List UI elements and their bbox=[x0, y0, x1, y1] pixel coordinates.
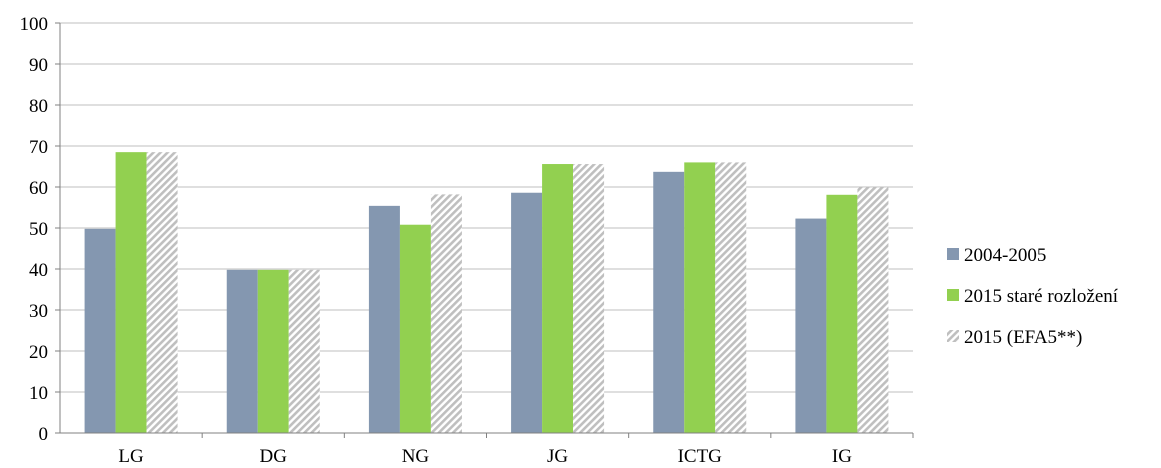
bar-ictg-series-3 bbox=[715, 162, 747, 433]
x-axis-category-labels: LG DG NG JG ICTG IG bbox=[118, 446, 852, 467]
x-category-label: JG bbox=[547, 446, 568, 467]
gridlines bbox=[60, 22, 913, 393]
bar-jg-series-1 bbox=[511, 192, 543, 433]
legend-label: 2015 staré rozložení bbox=[964, 286, 1119, 307]
bar-ig-series-3 bbox=[857, 187, 889, 433]
bar-lg-series-3 bbox=[146, 152, 178, 433]
bar-ig-series-1 bbox=[795, 218, 827, 433]
y-tick-label: 10 bbox=[29, 383, 48, 404]
bar-jg-series-2 bbox=[542, 164, 574, 434]
bar-dg-series-1 bbox=[226, 269, 258, 433]
y-tick-label: 50 bbox=[29, 219, 48, 240]
y-tick-label: 30 bbox=[29, 301, 48, 322]
legend: 2004-2005 2015 staré rozložení 2015 (EFA5*… bbox=[947, 245, 1119, 348]
bar-ictg-series-2 bbox=[684, 162, 716, 433]
x-category-label: LG bbox=[118, 446, 144, 467]
bar-ng-series-2 bbox=[399, 224, 431, 433]
bar-ng-series-3 bbox=[430, 194, 462, 433]
legend-item-2: 2015 staré rozložení bbox=[947, 286, 1119, 307]
bar-lg-series-1 bbox=[84, 228, 116, 433]
y-axis-tick-labels: 0 10 20 30 40 50 60 70 80 90 100 bbox=[20, 14, 49, 445]
x-category-label: DG bbox=[260, 446, 288, 467]
legend-item-3: 2015 (EFA5**) bbox=[947, 327, 1082, 348]
legend-label: 2015 (EFA5**) bbox=[964, 327, 1082, 348]
x-category-label: NG bbox=[402, 446, 430, 467]
legend-label: 2004-2005 bbox=[964, 245, 1046, 266]
y-tick-label: 0 bbox=[39, 424, 49, 445]
bar-dg-series-2 bbox=[257, 269, 289, 433]
bar-lg-series-2 bbox=[115, 152, 147, 433]
bar-dg-series-3 bbox=[288, 269, 320, 433]
bar-ng-series-1 bbox=[368, 205, 400, 433]
x-category-label: IG bbox=[832, 446, 852, 467]
y-tick-label: 40 bbox=[29, 260, 48, 281]
y-tick-label: 90 bbox=[29, 55, 48, 76]
x-category-label: ICTG bbox=[678, 446, 723, 467]
bar-series bbox=[84, 152, 889, 434]
y-tick-label: 20 bbox=[29, 342, 48, 363]
legend-swatch bbox=[947, 330, 959, 342]
y-tick-label: 80 bbox=[29, 96, 48, 117]
bar-ig-series-2 bbox=[826, 194, 858, 433]
bar-jg-series-3 bbox=[573, 164, 605, 434]
bar-ictg-series-1 bbox=[653, 171, 685, 433]
legend-swatch bbox=[947, 248, 959, 260]
y-tick-label: 100 bbox=[20, 14, 49, 35]
legend-swatch bbox=[947, 289, 959, 301]
y-tick-label: 60 bbox=[29, 178, 48, 199]
legend-item-1: 2004-2005 bbox=[947, 245, 1046, 266]
axes bbox=[55, 22, 914, 438]
y-tick-label: 70 bbox=[29, 137, 48, 158]
